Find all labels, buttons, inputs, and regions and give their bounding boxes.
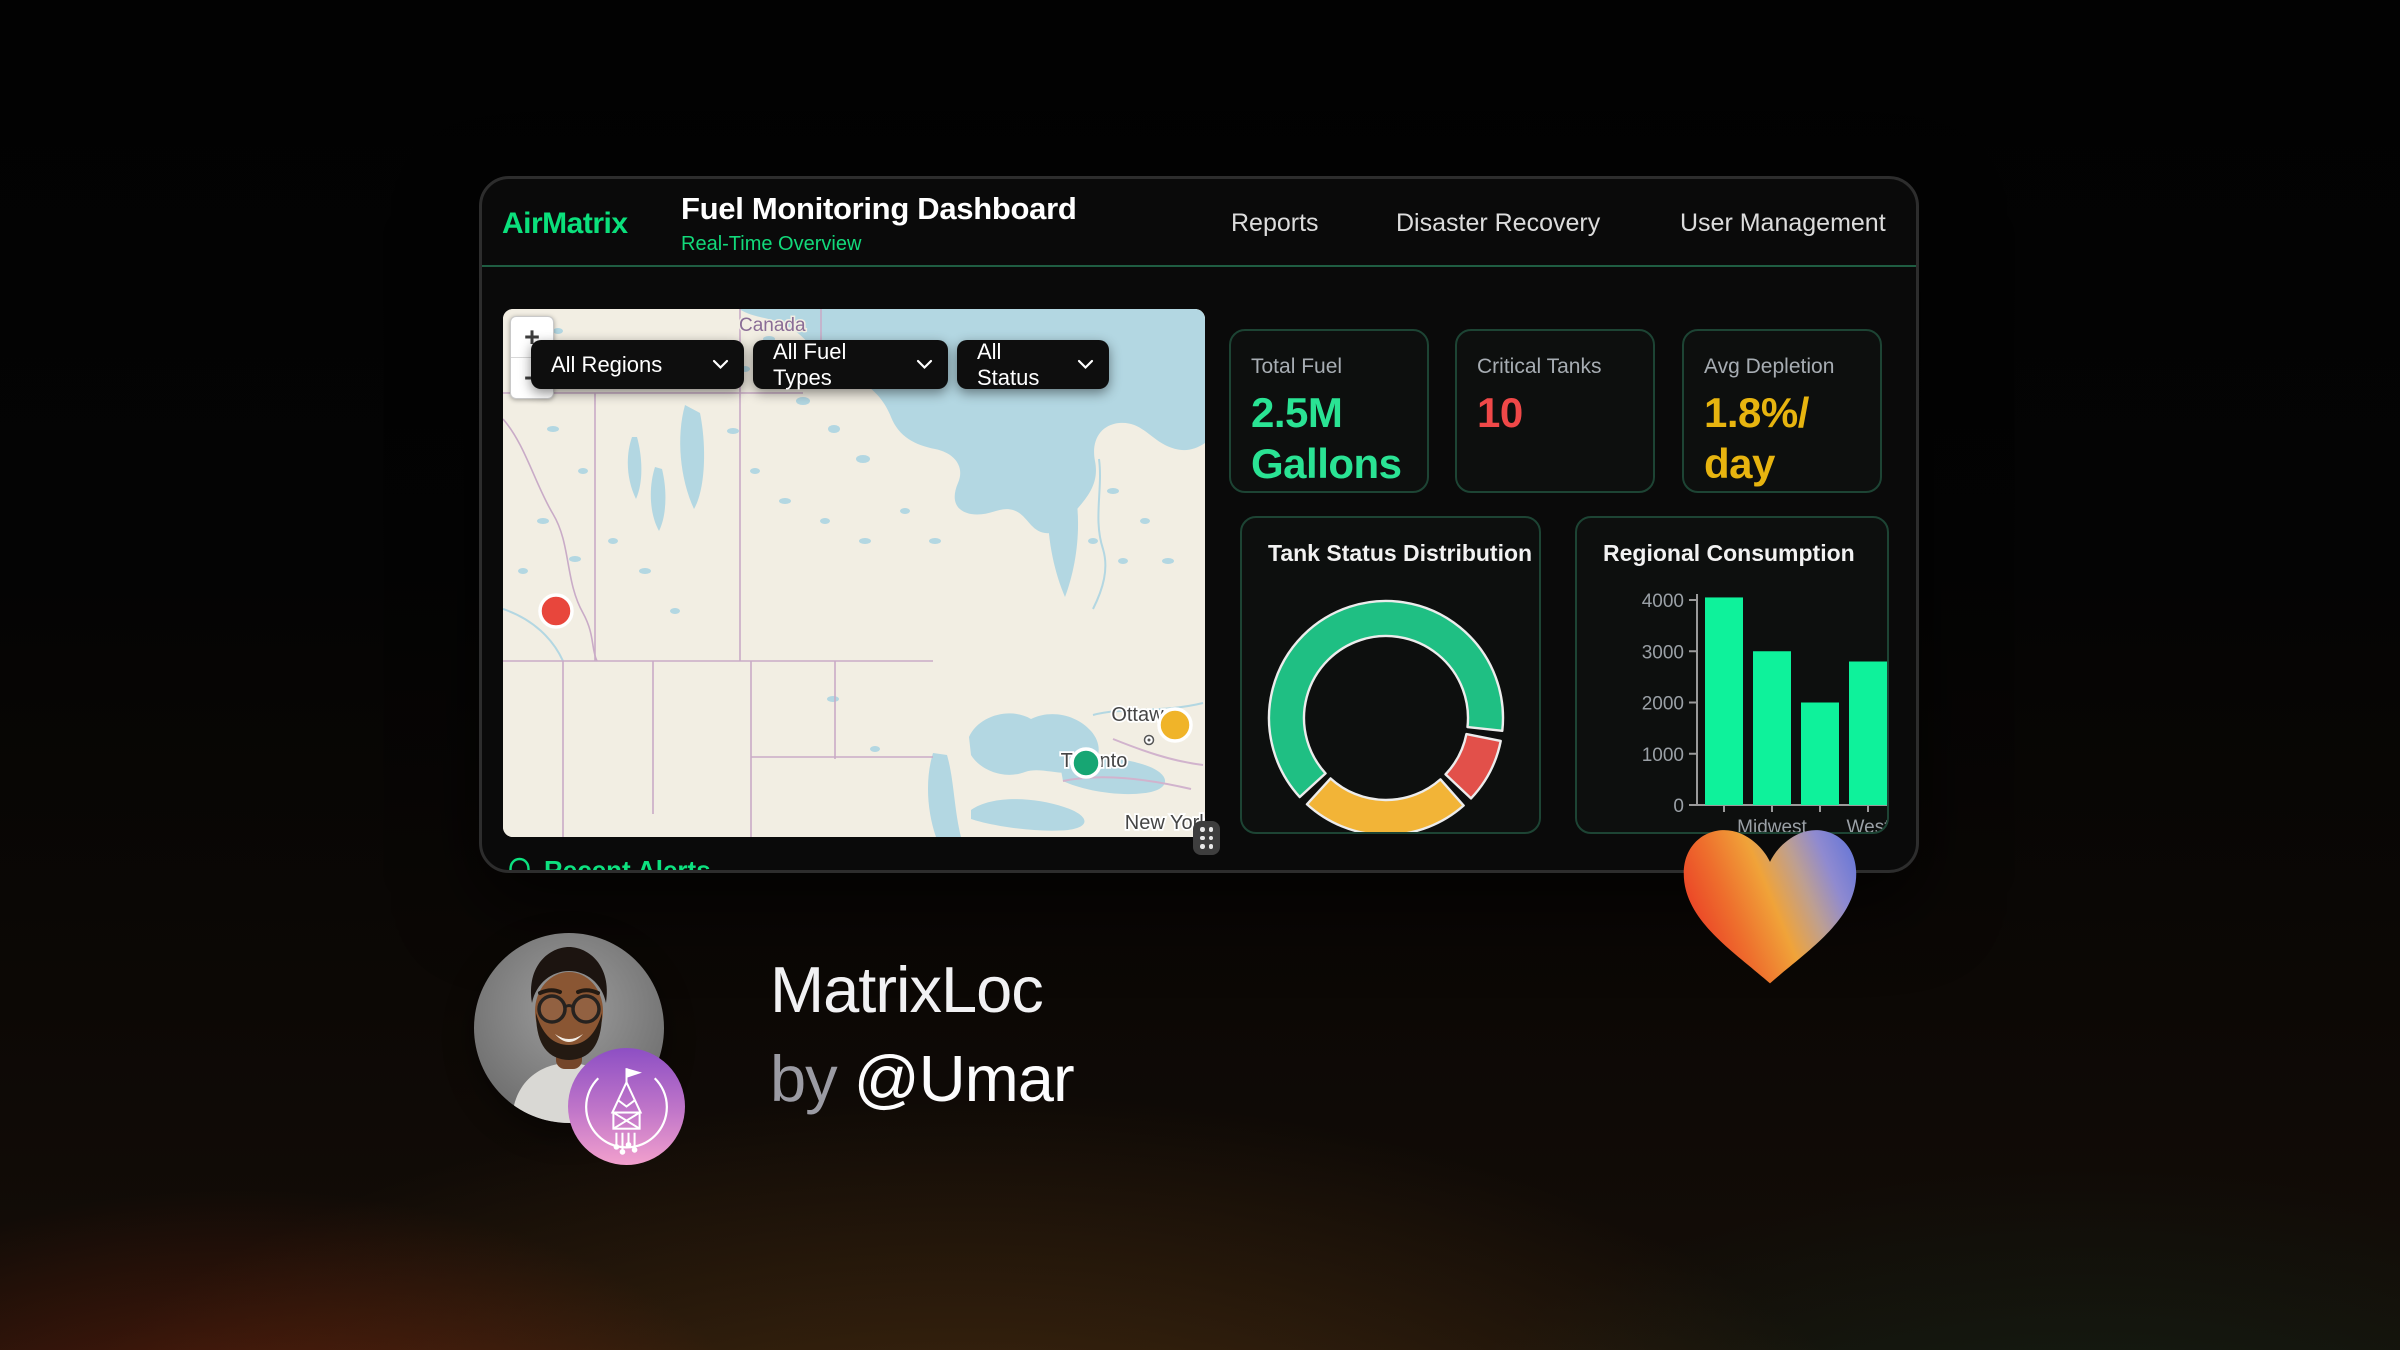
tower-badge-icon [568,1048,685,1165]
stat-value: 1.8%/day [1704,389,1809,488]
dashboard-window: AirMatrix Fuel Monitoring Dashboard Real… [479,176,1919,873]
chart-title: Regional Consumption [1603,540,1855,566]
avatar [474,933,664,1123]
svg-text:2000: 2000 [1642,694,1684,715]
recent-alerts-title: Recent Alerts [544,855,711,873]
author-handle: @Umar [853,1042,1075,1115]
chevron-down-icon [916,359,933,370]
svg-text:3000: 3000 [1642,642,1684,663]
chevron-down-icon [1077,359,1094,370]
fuel-filter-value: All Fuel Types [773,338,847,390]
region-filter-dropdown[interactable]: All Regions [531,340,744,389]
tank-marker[interactable] [1157,707,1193,743]
fuel-type-filter-dropdown[interactable]: All Fuel Types [753,338,948,390]
stat-card-avg-depletion: Avg Depletion 1.8%/day [1682,329,1882,493]
status-filter-value: All Status [977,338,1040,390]
chevron-down-icon [712,359,729,370]
project-title: MatrixLoc [770,953,1044,1026]
drag-handle[interactable] [1193,821,1220,855]
stat-card-total-fuel: Total Fuel 2.5M Gallons [1229,329,1429,493]
stat-label: Total Fuel [1251,355,1343,378]
regional-consumption-chart-card: Regional Consumption 0 1000 2000 3000 4000 Mi… [1575,516,1889,834]
stat-label: Critical Tanks [1477,355,1602,378]
byline-prefix: by [770,1042,838,1115]
svg-text:0: 0 [1673,796,1684,817]
status-filter-dropdown[interactable]: All Status [957,338,1109,390]
stat-value: 10 [1477,389,1523,436]
border-lines [503,309,933,837]
project-byline: by @Umar [770,1041,1075,1116]
stat-card-critical-tanks: Critical Tanks 10 [1455,329,1655,493]
nav-reports[interactable]: Reports [1231,209,1319,237]
stat-label: Avg Depletion [1704,355,1835,378]
tank-marker[interactable] [1070,747,1102,779]
svg-text:Midwest: Midwest [1737,817,1807,834]
avatar-illustration [474,933,664,1123]
bar-chart: 0 1000 2000 3000 4000 Midwest West [1642,591,1889,834]
nav-user-management[interactable]: User Management [1680,209,1886,237]
nav-disaster-recovery[interactable]: Disaster Recovery [1396,209,1601,237]
svg-text:Canada: Canada [739,315,806,336]
title-block: Fuel Monitoring Dashboard Real-Time Over… [681,191,1077,256]
chart-title: Tank Status Distribution [1268,540,1533,566]
svg-text:1000: 1000 [1642,745,1684,766]
heart-icon [1683,830,1857,984]
tank-marker[interactable] [538,593,574,629]
map-filters: All Regions All Fuel Types All Status [531,338,1109,390]
profile-text: MatrixLoc by @Umar [770,952,1075,1116]
map-canvas[interactable]: CanadaOttawaTorontoNew York [503,309,1205,837]
tower-badge [568,1048,685,1165]
svg-text:4000: 4000 [1642,591,1684,612]
svg-text:West: West [1847,817,1889,834]
tank-map[interactable]: CanadaOttawaTorontoNew York + − All Regi… [503,309,1205,837]
recent-alerts-section: Recent Alerts [506,855,711,873]
brand-logo: AirMatrix [502,207,628,240]
region-filter-value: All Regions [551,351,663,377]
page-title: Fuel Monitoring Dashboard [681,191,1077,226]
tank-status-chart-card: Tank Status Distribution [1240,516,1541,834]
page-subtitle: Real-Time Overview [681,233,862,255]
stat-value: 2.5M Gallons [1251,389,1402,488]
map-city-label: New York [1125,812,1205,834]
window-header: AirMatrix Fuel Monitoring Dashboard Real… [482,179,1916,267]
doughnut-chart [1267,599,1505,832]
bell-icon [509,857,530,870]
